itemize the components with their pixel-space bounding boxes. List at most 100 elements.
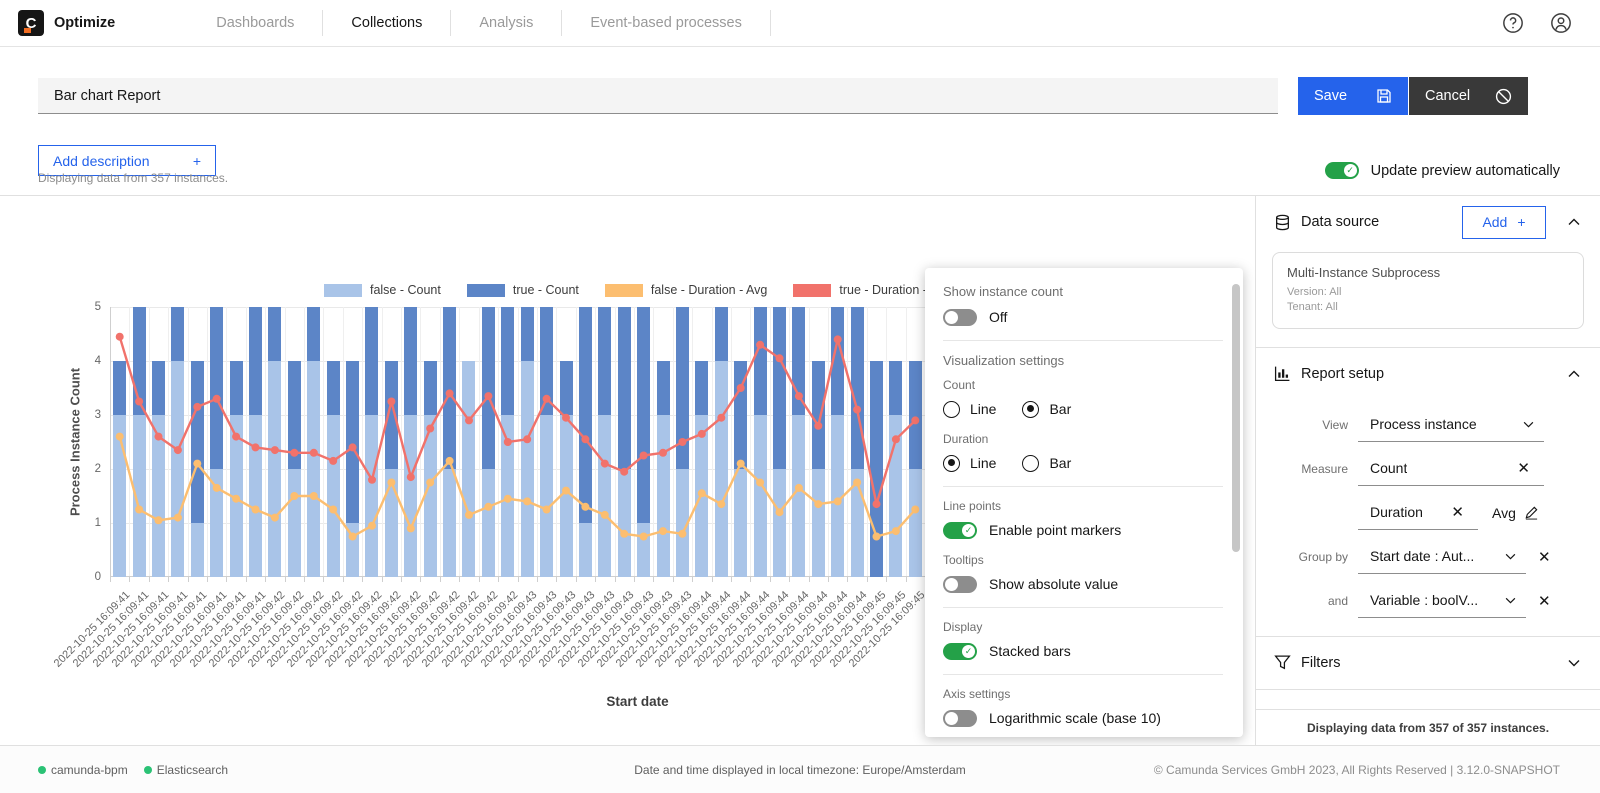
x-axis-tick — [401, 577, 403, 582]
bar-segment — [152, 415, 165, 577]
bar-segment — [171, 361, 185, 577]
show-instance-count-toggle[interactable] — [943, 308, 977, 326]
brand-home-link[interactable]: C Optimize — [0, 10, 133, 36]
duration-bar-option[interactable]: Bar — [1022, 454, 1071, 472]
legend-item[interactable]: false - Count — [323, 283, 441, 297]
bar-segment — [443, 307, 457, 469]
second-group-by-dropdown[interactable]: Variable : boolV... — [1358, 583, 1526, 618]
count-line-option[interactable]: Line — [943, 400, 996, 418]
remove-duration-measure-icon[interactable]: ✕ — [1451, 503, 1464, 521]
line-points-label: Line points — [943, 499, 1002, 513]
remove-group-by-icon[interactable]: ✕ — [1538, 548, 1551, 566]
x-axis-tick — [187, 577, 189, 582]
cancel-button[interactable]: Cancel — [1409, 77, 1528, 115]
x-axis-tick — [789, 577, 791, 582]
legend-item[interactable]: true - Count — [466, 283, 579, 297]
group-by-label: Group by — [1298, 549, 1348, 564]
stacked-bars-label: Stacked bars — [989, 643, 1071, 659]
x-axis-tick — [148, 577, 150, 582]
bar-segment — [656, 361, 670, 415]
y-axis-title: Process Instance Count — [67, 367, 83, 517]
gridline — [265, 307, 267, 577]
radio-selected-icon — [943, 454, 960, 472]
user-profile-icon[interactable] — [1550, 12, 1572, 34]
bar-segment — [423, 415, 437, 577]
timezone-note: Date and time displayed in local timezon… — [634, 762, 966, 777]
bar-segment — [384, 361, 398, 469]
bar-segment — [307, 361, 321, 577]
bar-segment — [637, 523, 651, 577]
point-markers-toggle[interactable]: ✓ — [943, 521, 977, 539]
nav-separator — [769, 10, 771, 36]
x-axis-tick — [595, 577, 597, 582]
x-axis-tick — [536, 577, 538, 582]
count-bar-option[interactable]: Bar — [1022, 400, 1071, 418]
report-setup-section-header[interactable]: Report setup — [1256, 348, 1600, 400]
stacked-bars-toggle[interactable]: ✓ — [943, 642, 977, 660]
gridline — [304, 307, 306, 577]
bar-segment — [481, 469, 495, 577]
update-preview-toggle[interactable]: ✓ — [1324, 162, 1359, 179]
gridline — [284, 307, 286, 577]
bar-segment — [132, 415, 146, 577]
view-label: View — [1322, 417, 1348, 432]
bar-segment — [578, 307, 592, 523]
nav-item-analysis[interactable]: Analysis — [479, 15, 534, 31]
add-data-source-button[interactable]: Add + — [1462, 205, 1546, 239]
legend-item[interactable]: false - Duration - Avg — [604, 283, 767, 297]
nav-item-event-based-processes[interactable]: Event-based processes — [590, 15, 742, 31]
plus-icon: + — [1517, 214, 1526, 230]
bar-segment — [734, 469, 748, 577]
bar-segment — [869, 361, 883, 577]
popup-divider — [943, 674, 1223, 675]
save-floppy-icon — [1377, 89, 1391, 103]
bar-segment — [753, 307, 767, 415]
view-dropdown[interactable]: Process instance — [1358, 407, 1544, 442]
x-axis-tick — [207, 577, 209, 582]
bar-segment — [753, 415, 767, 577]
remove-count-measure-icon[interactable]: ✕ — [1517, 459, 1530, 477]
chevron-down-icon — [1505, 597, 1516, 604]
y-axis-tick-label: 3 — [94, 409, 101, 421]
add-description-button[interactable]: Add description + — [38, 145, 216, 176]
measure-duration-field: Duration ✕ — [1358, 495, 1478, 530]
bar-segment — [346, 361, 360, 523]
legend-item[interactable]: true - Duration - Avg — [793, 283, 951, 297]
bar-segment — [249, 415, 263, 577]
bar-segment — [617, 469, 631, 577]
popup-scrollbar[interactable] — [1232, 284, 1240, 552]
x-axis-tick — [459, 577, 461, 582]
help-icon[interactable] — [1502, 12, 1524, 34]
remove-second-group-by-icon[interactable]: ✕ — [1538, 592, 1551, 610]
x-axis-tick — [129, 577, 131, 582]
gridline — [207, 307, 209, 577]
bar-segment — [772, 307, 786, 469]
gridline — [517, 307, 519, 577]
group-by-dropdown[interactable]: Start date : Aut... — [1358, 539, 1526, 574]
aggregation-edit-button[interactable]: Avg — [1492, 505, 1539, 521]
duration-label: Duration — [943, 432, 989, 446]
radio-unselected-icon — [1022, 454, 1040, 472]
absolute-value-label: Show absolute value — [989, 576, 1119, 592]
save-button[interactable]: Save — [1298, 77, 1408, 115]
data-source-card[interactable]: Multi-Instance Subprocess Version: All T… — [1272, 252, 1584, 329]
connection-elasticsearch: Elasticsearch — [143, 763, 228, 777]
report-title-input[interactable] — [38, 78, 1278, 114]
gridline — [478, 307, 480, 577]
content-divider — [0, 195, 1600, 196]
nav-item-dashboards[interactable]: Dashboards — [216, 15, 295, 31]
absolute-value-toggle[interactable] — [943, 575, 977, 593]
data-source-section-header[interactable]: Data source Add + — [1256, 196, 1600, 248]
connection-camunda-bpm: camunda-bpm — [38, 763, 128, 777]
nav-item-collections[interactable]: Collections — [351, 15, 423, 31]
x-axis-tick — [439, 577, 441, 582]
visualization-settings-label: Visualization settings — [943, 353, 1065, 368]
bar-segment — [831, 307, 845, 415]
duration-line-option[interactable]: Line — [943, 454, 996, 472]
gridline — [730, 307, 732, 577]
bar-segment — [695, 415, 709, 577]
bar-segment — [404, 307, 418, 415]
logarithmic-scale-toggle[interactable] — [943, 709, 977, 727]
bar-segment — [540, 307, 554, 415]
filters-section-header[interactable]: Filters — [1256, 637, 1600, 689]
